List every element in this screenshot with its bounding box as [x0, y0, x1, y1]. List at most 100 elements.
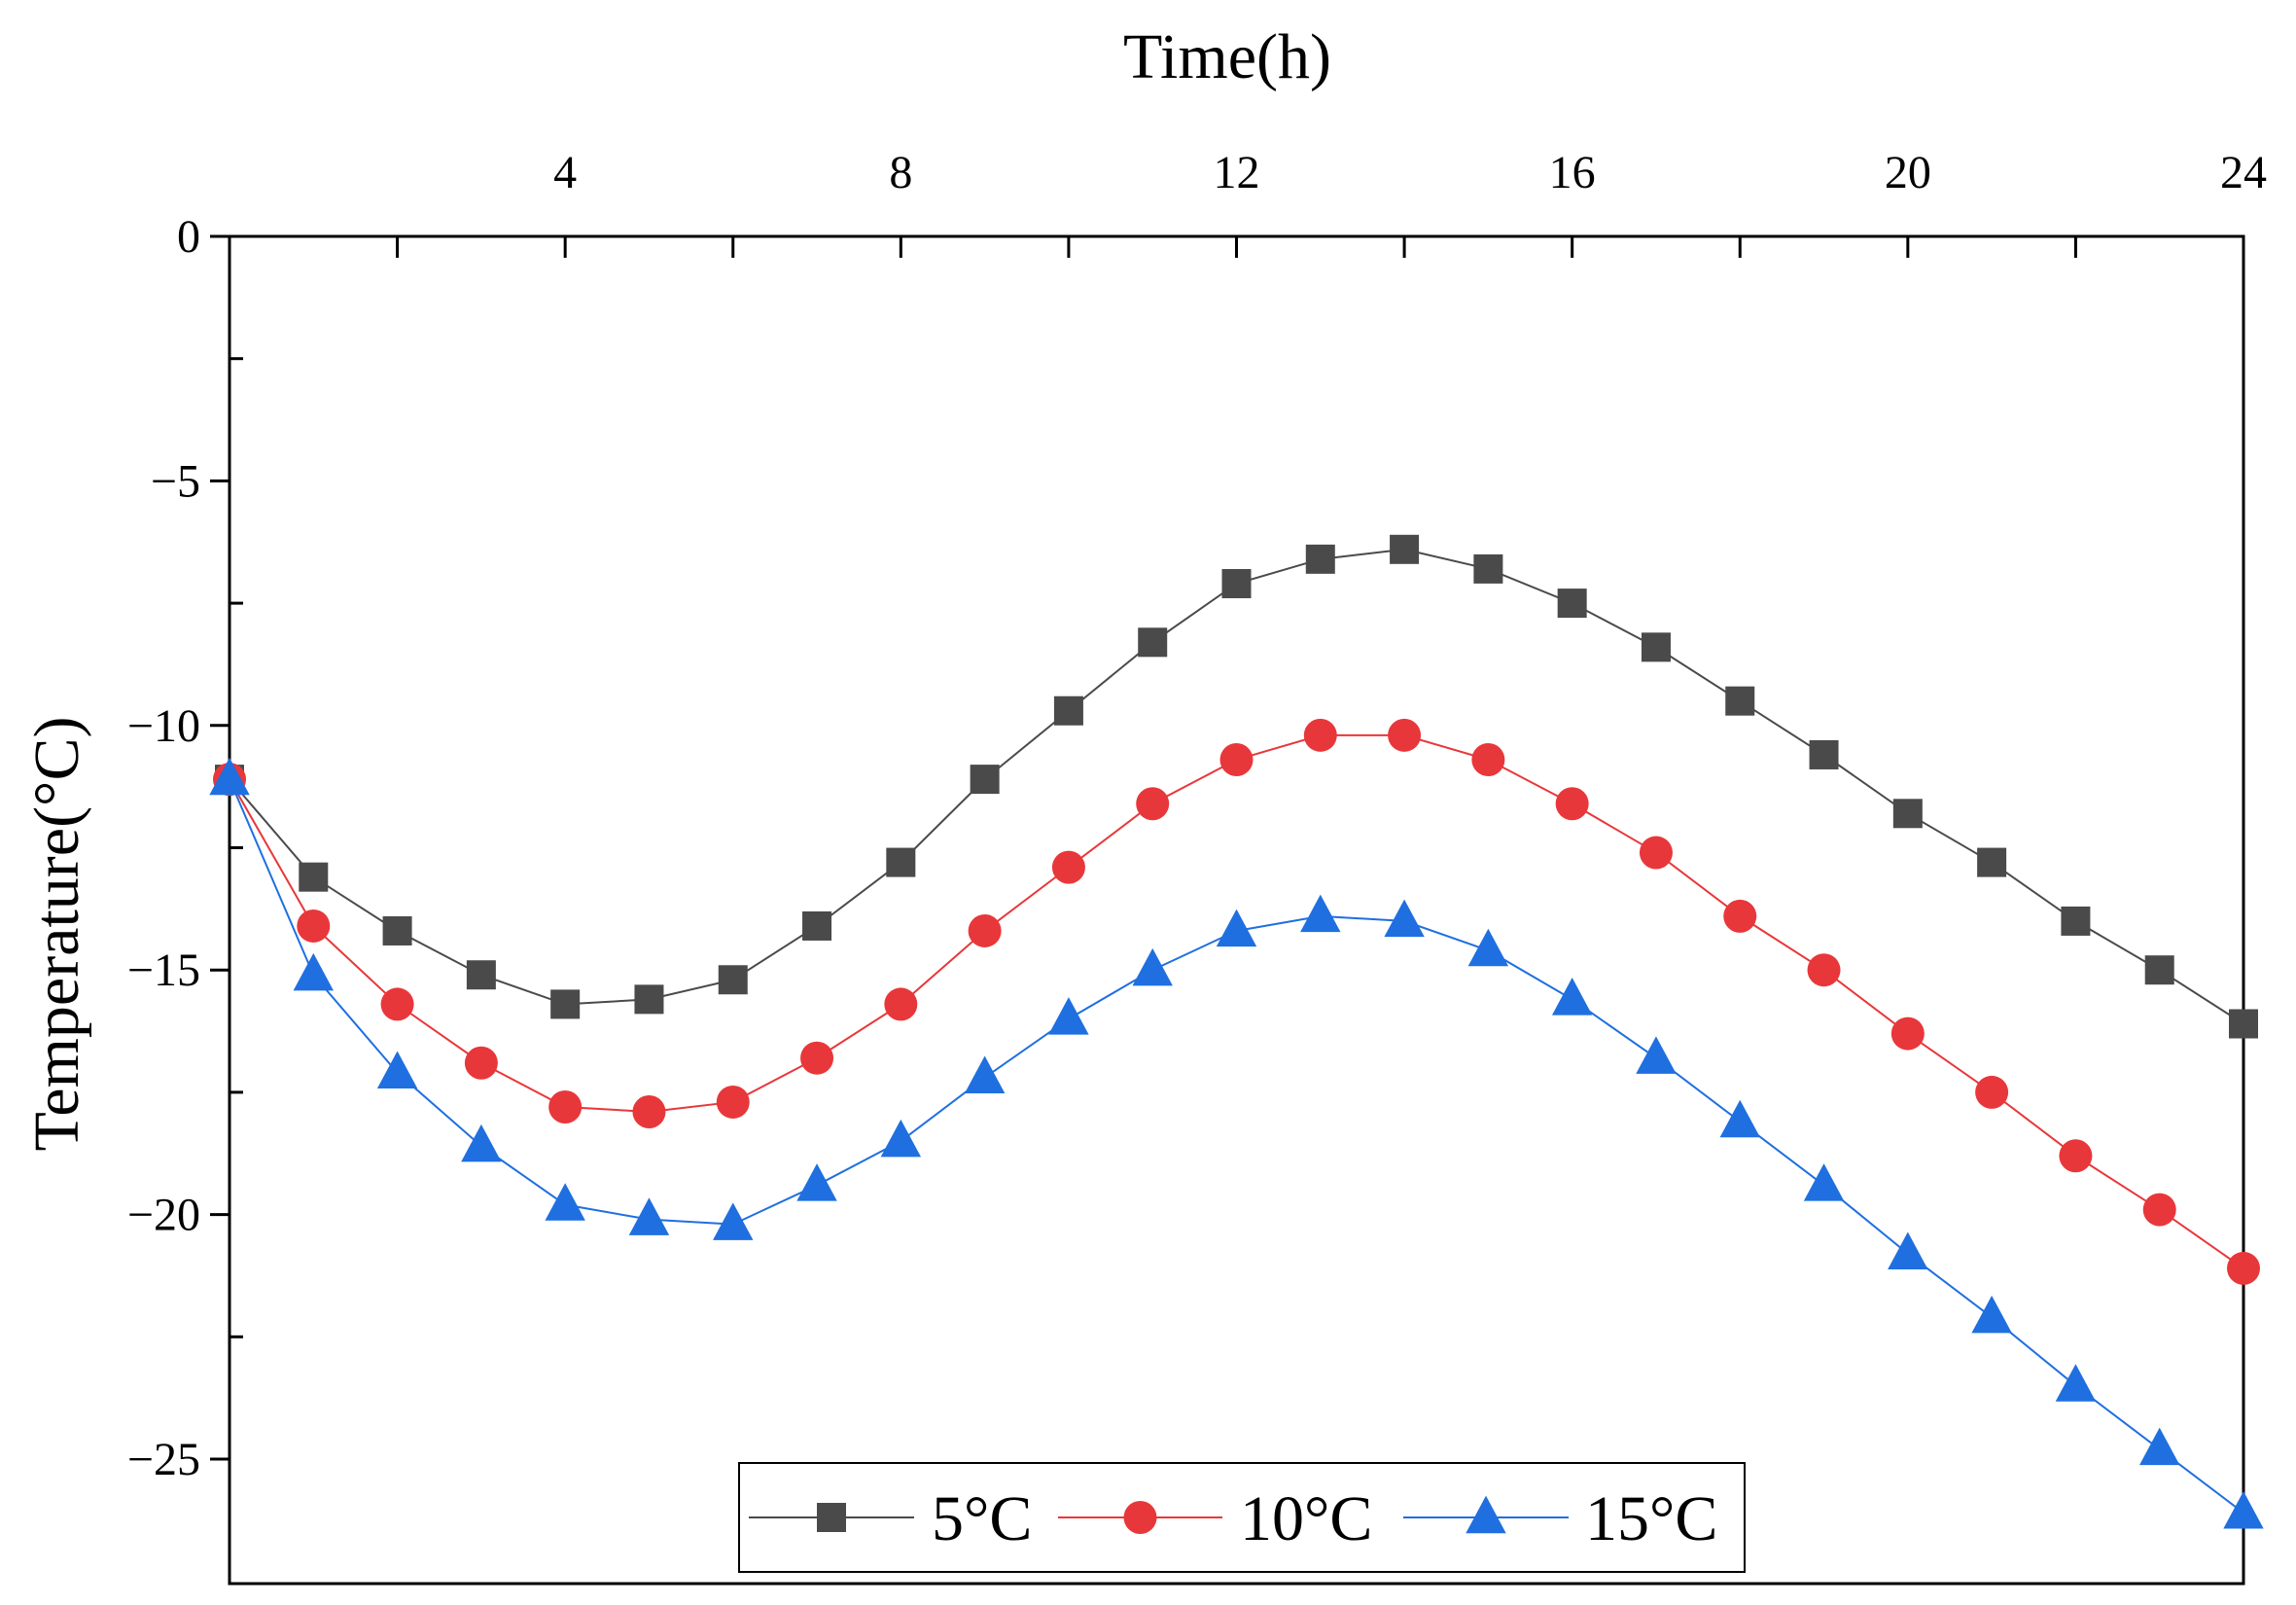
data-point	[800, 1041, 834, 1075]
data-point	[1636, 1036, 1677, 1074]
data-point	[2144, 955, 2174, 985]
data-point	[1809, 739, 1839, 769]
data-point	[545, 1183, 585, 1221]
series-layer	[209, 534, 2264, 1529]
data-point	[1723, 899, 1757, 933]
legend-entry: 15°C	[1403, 1483, 1717, 1554]
legend-marker	[817, 1503, 846, 1532]
data-point	[382, 915, 412, 945]
y-tick-label: 0	[177, 211, 200, 263]
legend-entry: 5°C	[749, 1483, 1032, 1554]
data-point	[1807, 953, 1841, 987]
data-point	[1725, 686, 1755, 716]
y-tick-label: −10	[127, 700, 200, 752]
data-point	[2142, 1193, 2176, 1227]
data-point	[1048, 997, 1089, 1035]
data-point	[376, 1051, 418, 1088]
data-point	[1136, 787, 1170, 821]
data-point	[2055, 1364, 2097, 1402]
data-point	[299, 862, 329, 892]
legend-entry: 10°C	[1058, 1483, 1372, 1554]
data-point	[464, 1046, 498, 1080]
data-point	[1390, 534, 1420, 564]
legend: 5°C 10°C 15°C	[738, 1462, 1746, 1573]
data-point	[970, 765, 1000, 795]
data-point	[1892, 799, 1923, 829]
data-point	[466, 960, 496, 990]
x-tick-label: 12	[1214, 147, 1260, 198]
data-point	[2059, 1139, 2093, 1173]
x-axis-title: Time(h)	[1123, 21, 1331, 92]
data-point	[2139, 1427, 2180, 1466]
data-point	[1473, 553, 1503, 584]
data-point	[2229, 1009, 2258, 1039]
data-point	[1132, 947, 1173, 986]
legend-marker	[1466, 1495, 1506, 1534]
data-point	[293, 952, 334, 991]
data-point	[718, 965, 748, 995]
data-point	[1053, 696, 1083, 726]
data-point	[713, 1202, 754, 1240]
series-3	[209, 757, 2264, 1529]
data-point	[1803, 1163, 1845, 1201]
data-point	[1300, 894, 1341, 933]
legend-marker	[1123, 1501, 1157, 1534]
data-point	[1051, 850, 1085, 884]
legend-label: 10°C	[1240, 1483, 1372, 1554]
data-point	[1557, 588, 1587, 619]
data-point	[964, 1055, 1006, 1094]
data-point	[1719, 1099, 1760, 1138]
data-point	[1975, 1075, 2009, 1109]
data-point	[297, 909, 331, 943]
legend-label: 5°C	[932, 1483, 1032, 1554]
x-tick-label: 24	[2220, 147, 2267, 198]
data-point	[886, 847, 916, 877]
series-line	[229, 778, 2244, 1515]
x-tick-label: 20	[1885, 147, 1931, 198]
data-point	[880, 1119, 922, 1158]
data-point	[1977, 847, 2007, 877]
legend-label: 15°C	[1585, 1483, 1717, 1554]
y-tick-label: −20	[127, 1190, 200, 1241]
data-point	[461, 1124, 502, 1162]
data-point	[1888, 1231, 1928, 1270]
data-point	[716, 1085, 750, 1119]
data-point	[548, 1089, 583, 1124]
data-point	[1216, 909, 1257, 947]
data-point	[2223, 1490, 2264, 1529]
data-point	[1641, 632, 1671, 662]
data-point	[802, 910, 832, 941]
series-line	[229, 733, 2244, 1269]
series-1	[215, 534, 2258, 1039]
y-axis-title: Temperature(°C)	[21, 717, 92, 1152]
data-point	[628, 1197, 670, 1235]
y-tick-label: −5	[151, 455, 200, 507]
data-point	[1384, 899, 1425, 938]
data-point	[1388, 718, 1422, 752]
data-point	[1890, 1016, 1925, 1051]
data-point	[1555, 787, 1589, 821]
data-point	[550, 989, 581, 1019]
data-point	[209, 757, 250, 796]
data-point	[1221, 568, 1252, 598]
data-point	[2227, 1251, 2260, 1285]
series-2	[213, 718, 2260, 1285]
data-point	[884, 987, 918, 1021]
data-point	[968, 913, 1002, 947]
data-point	[380, 987, 414, 1021]
y-tick-label: −15	[127, 945, 200, 996]
data-point	[1467, 928, 1509, 967]
data-point	[1639, 836, 1673, 870]
data-point	[796, 1163, 837, 1201]
axis-ticks: 4 8 12 16 20 24 0 −5 −10 −15 −20 −25	[127, 147, 2267, 1485]
data-point	[2061, 906, 2091, 936]
data-point	[1971, 1295, 2012, 1334]
data-point	[1471, 742, 1505, 776]
data-point	[1551, 978, 1593, 1016]
series-line	[229, 548, 2244, 1025]
x-tick-label: 16	[1549, 147, 1596, 198]
data-point	[1138, 627, 1168, 658]
x-tick-label: 4	[553, 147, 577, 198]
data-point	[634, 984, 664, 1015]
